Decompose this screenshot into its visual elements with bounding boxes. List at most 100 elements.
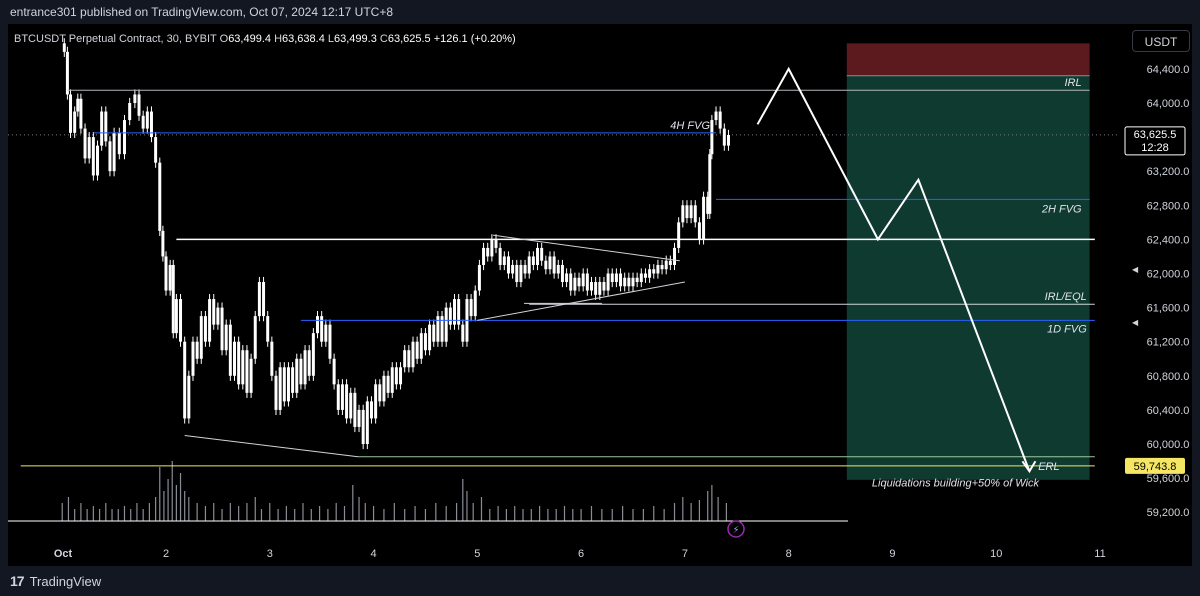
- candle-body: [278, 367, 282, 410]
- replay-icon: [727, 520, 745, 538]
- candle-body: [158, 162, 162, 231]
- candle-body: [407, 350, 411, 368]
- candle-body: [444, 307, 448, 342]
- candle-body: [117, 132, 121, 155]
- legend-part: 63,499.3: [334, 33, 380, 45]
- candle-body: [411, 341, 415, 368]
- candle-body: [457, 299, 461, 325]
- candle-body: [697, 222, 701, 240]
- candle-body: [65, 51, 69, 95]
- x-tick-label: 3: [267, 548, 273, 560]
- candle-body: [477, 264, 481, 291]
- candle-body: [174, 299, 178, 334]
- candle-body: [689, 205, 693, 219]
- candle-body: [685, 205, 689, 219]
- candle-body: [291, 367, 295, 393]
- candle-body: [506, 256, 510, 274]
- candle-body: [498, 247, 502, 265]
- candle-body: [282, 367, 286, 402]
- legend-part: C: [380, 33, 388, 45]
- candle-body: [145, 111, 149, 129]
- candle-body: [183, 341, 187, 419]
- candle-body: [224, 324, 228, 351]
- legend-part: L: [328, 33, 334, 45]
- y-tick-label: 61,200.0: [1147, 337, 1190, 349]
- candle-body: [602, 282, 606, 291]
- candle-body: [718, 111, 722, 129]
- candle-body: [311, 333, 315, 376]
- tradingview-logo[interactable]: 17 TradingView: [10, 573, 101, 589]
- legend-part: O: [220, 33, 229, 45]
- candle-body: [199, 316, 203, 359]
- candle-body: [208, 299, 212, 342]
- footer: 17 TradingView: [0, 566, 1200, 596]
- x-tick-label: 8: [786, 548, 792, 560]
- level-label: IRL: [1064, 77, 1081, 89]
- candle-body: [585, 273, 589, 291]
- candle-body: [714, 111, 718, 121]
- stop-loss-zone: [846, 43, 1090, 76]
- candle-body: [191, 341, 195, 376]
- price-chart[interactable]: IRL 4H FVG 2H FVG IRL/EQL 1D FVG ERL Liquidati…: [8, 24, 1192, 566]
- trendline: [184, 434, 359, 458]
- candle-body: [195, 341, 199, 359]
- candle-body: [726, 134, 730, 146]
- candle-body: [328, 324, 332, 359]
- candle-body: [274, 375, 278, 410]
- level-label: IRL/EQL: [1045, 291, 1087, 303]
- candle-body: [548, 256, 552, 270]
- candle-body: [386, 375, 390, 393]
- candle-body: [187, 375, 191, 419]
- candle-body: [589, 282, 593, 291]
- currency-button[interactable]: USDT: [1132, 30, 1190, 52]
- candle-body: [399, 367, 403, 385]
- candle-body: [652, 269, 656, 274]
- candle-body: [453, 299, 457, 325]
- projection-arrowhead: [1021, 460, 1037, 474]
- x-tick-label: 9: [889, 548, 895, 560]
- take-profit-zone: [846, 75, 1090, 480]
- bar-countdown: 12:28: [1141, 142, 1169, 154]
- legend-part: 63,625.5: [388, 33, 434, 45]
- candle-body: [361, 409, 365, 444]
- y-tick-label: 63,200.0: [1147, 166, 1190, 178]
- candle-body: [365, 401, 369, 444]
- legend-part: 63,499.4: [228, 33, 274, 45]
- candle-body: [122, 120, 126, 155]
- candle-body: [523, 264, 527, 274]
- legend-part: BTCUSDT Perpetual Contract, 30, BYBIT: [14, 33, 220, 45]
- axis-scroll-left-icon: ◀: [1132, 318, 1139, 327]
- candle-body: [133, 94, 137, 103]
- candle-body: [137, 94, 141, 116]
- candle-body: [519, 264, 523, 283]
- candle-body: [606, 273, 610, 291]
- tradingview-brand: TradingView: [29, 573, 102, 589]
- candle-body: [232, 341, 236, 376]
- candle-body: [702, 196, 706, 240]
- candle-body: [320, 316, 324, 342]
- candle-body: [623, 277, 627, 287]
- candle-body: [369, 401, 373, 419]
- trendline: [477, 281, 685, 321]
- candle-body: [419, 333, 423, 359]
- candle-body: [614, 273, 618, 283]
- axis-scroll-left-icon: ◀: [1132, 265, 1139, 274]
- candle-body: [332, 358, 336, 385]
- x-tick-label: Oct: [54, 548, 73, 560]
- candle-body: [722, 128, 726, 146]
- candle-body: [482, 247, 486, 265]
- candle-body: [677, 222, 681, 248]
- candle-body: [577, 277, 581, 287]
- x-tick-label: 4: [370, 548, 376, 560]
- chart-area[interactable]: IRL 4H FVG 2H FVG IRL/EQL 1D FVG ERL Liquidati…: [8, 24, 1192, 566]
- candle-body: [639, 273, 643, 283]
- candle-body: [660, 264, 664, 270]
- candle-body: [161, 230, 165, 257]
- candle-body: [212, 299, 216, 325]
- candle-body: [448, 307, 452, 325]
- candle-body: [423, 333, 427, 351]
- y-tick-label: 62,000.0: [1147, 269, 1190, 281]
- lightning-icon: ⚡: [732, 525, 739, 536]
- level-label: 2H FVG: [1041, 203, 1082, 215]
- candle-body: [91, 137, 95, 176]
